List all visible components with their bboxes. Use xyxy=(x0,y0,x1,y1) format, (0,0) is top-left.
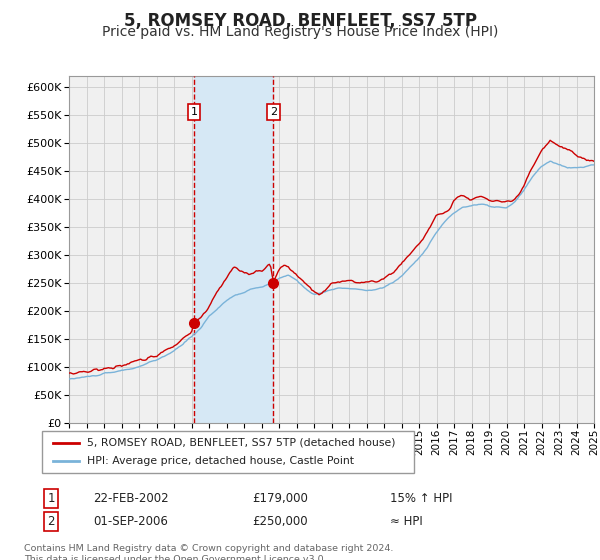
FancyBboxPatch shape xyxy=(42,431,414,473)
Text: 5, ROMSEY ROAD, BENFLEET, SS7 5TP (detached house): 5, ROMSEY ROAD, BENFLEET, SS7 5TP (detac… xyxy=(86,438,395,448)
Text: 2: 2 xyxy=(269,107,277,117)
Text: 01-SEP-2006: 01-SEP-2006 xyxy=(93,515,168,529)
Text: £250,000: £250,000 xyxy=(252,515,308,529)
Text: 1: 1 xyxy=(190,107,197,117)
Text: £179,000: £179,000 xyxy=(252,492,308,505)
Text: 2: 2 xyxy=(47,515,55,529)
Text: ≈ HPI: ≈ HPI xyxy=(390,515,423,529)
Text: 15% ↑ HPI: 15% ↑ HPI xyxy=(390,492,452,505)
Bar xyxy=(194,76,273,423)
Text: Price paid vs. HM Land Registry's House Price Index (HPI): Price paid vs. HM Land Registry's House … xyxy=(102,25,498,39)
Text: HPI: Average price, detached house, Castle Point: HPI: Average price, detached house, Cast… xyxy=(86,456,353,466)
Text: Contains HM Land Registry data © Crown copyright and database right 2024.
This d: Contains HM Land Registry data © Crown c… xyxy=(24,544,394,560)
Text: 5, ROMSEY ROAD, BENFLEET, SS7 5TP: 5, ROMSEY ROAD, BENFLEET, SS7 5TP xyxy=(124,12,476,30)
Text: 22-FEB-2002: 22-FEB-2002 xyxy=(93,492,169,505)
Text: 1: 1 xyxy=(47,492,55,505)
